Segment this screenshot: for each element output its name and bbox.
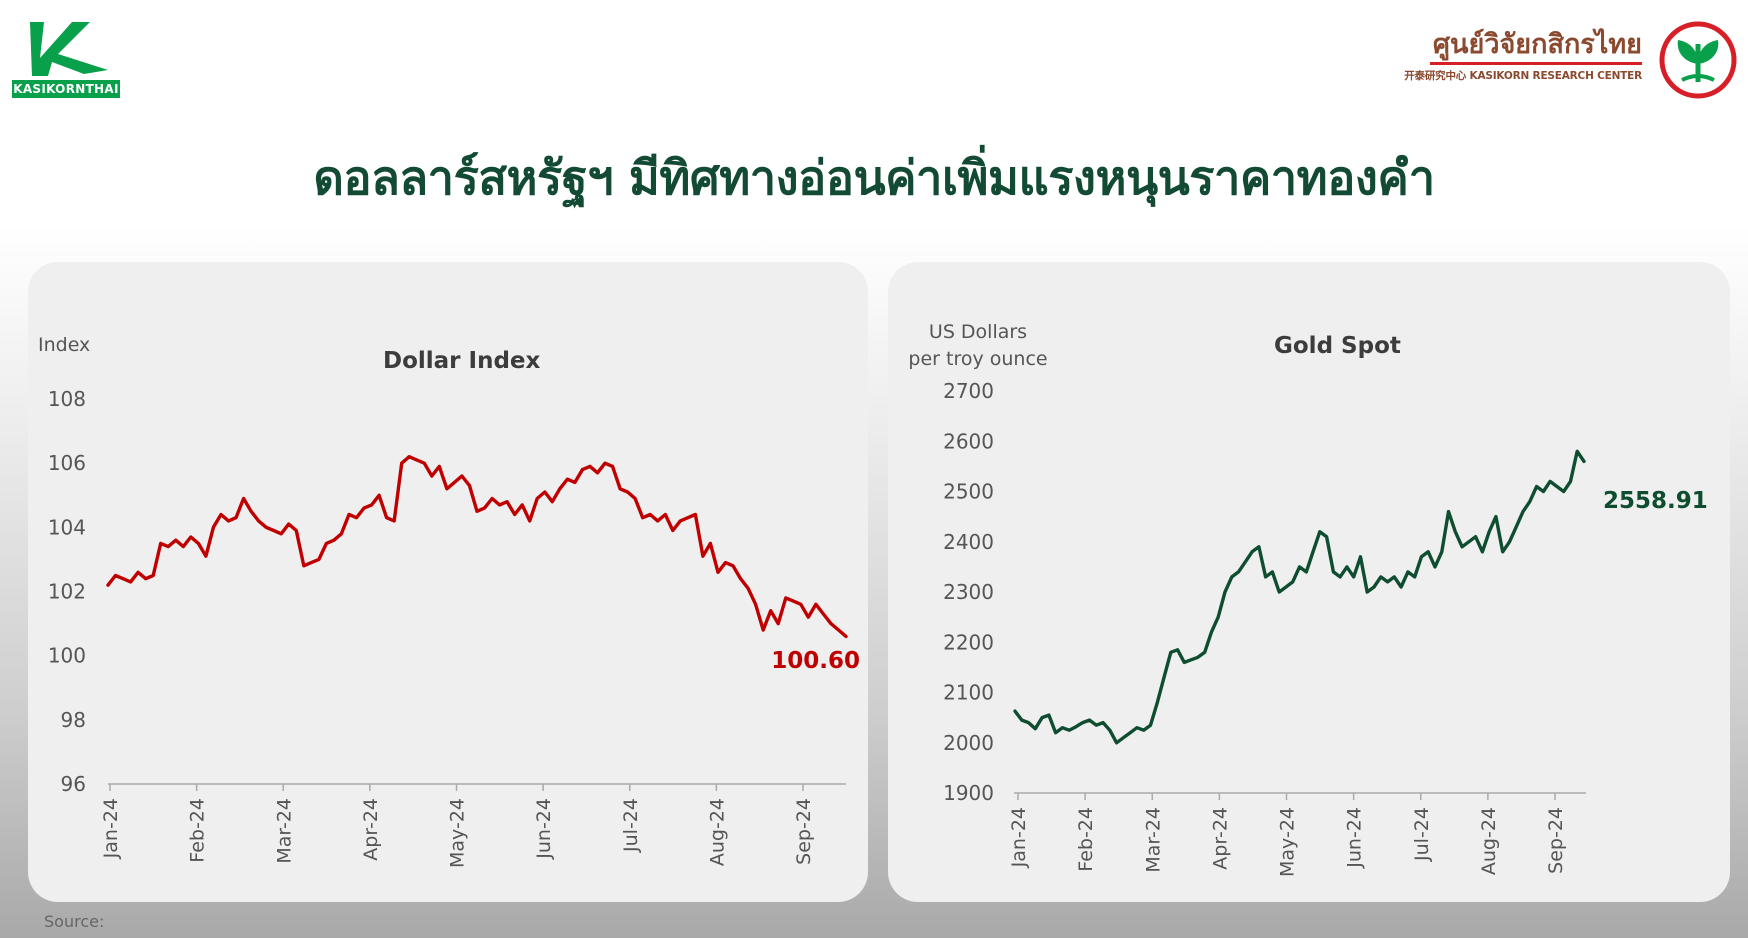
x-tick-label: Aug-24	[706, 798, 728, 866]
y-tick-label: 96	[61, 772, 86, 796]
kasikornthai-logo-icon	[30, 22, 108, 76]
y-tick-label: 2100	[943, 681, 994, 705]
x-tick-label: May-24	[1277, 807, 1299, 877]
gold-spot-panel: US Dollars per troy ounce Gold Spot 2700…	[888, 262, 1730, 902]
kbank-seal-icon	[1659, 21, 1737, 99]
gold-spot-chart: 2700 2600 2500 2400 2300 2200 2100 2000 1900 Jan-…	[943, 379, 1708, 877]
dollar-y-unit: Index	[38, 334, 91, 356]
x-tick-label: Jul-24	[1411, 807, 1433, 862]
logo-right-divider	[1430, 62, 1642, 65]
y-tick-label: 108	[48, 387, 86, 411]
x-tick-label: Jul-24	[620, 798, 642, 853]
x-tick-label: Jan-24	[100, 798, 122, 859]
last-value-label: 100.60	[771, 648, 860, 674]
x-tick-label: Aug-24	[1478, 807, 1500, 875]
y-tick-label: 2400	[943, 530, 994, 554]
gold-y-unit: US Dollars per troy ounce	[898, 319, 1058, 373]
y-tick-label: 104	[48, 515, 86, 539]
logo-right-en: 开泰研究中心 KASIKORN RESEARCH CENTER	[1404, 70, 1642, 82]
logo-right-thai: ศูนย์วิจัยกสิกรไทย	[1432, 29, 1642, 60]
y-tick-label: 2600	[943, 429, 994, 453]
logo-left-text: KASIKORNTHAI	[12, 80, 120, 98]
source-label: Source:	[44, 912, 105, 931]
kasikorn-research-logo: ศูนย์วิจัยกสิกรไทย 开泰研究中心 KASIKORN RESEA…	[1404, 18, 1738, 99]
x-tick-label: Jan-24	[1008, 807, 1030, 868]
dollar-index-panel: Index Dollar Index 108 106 104 102 100 98 96 Ja…	[28, 262, 868, 902]
gold-chart-title: Gold Spot	[1274, 333, 1401, 359]
y-tick-label: 2200	[943, 630, 994, 654]
y-tick-label: 2300	[943, 580, 994, 604]
series-line-0	[1013, 449, 1586, 745]
x-tick-label: Feb-24	[1075, 807, 1097, 872]
y-tick-label: 102	[48, 580, 86, 604]
y-tick-label: 106	[48, 451, 86, 475]
y-tick-label: 98	[61, 708, 86, 732]
x-tick-label: May-24	[447, 798, 469, 868]
series-line-0	[106, 454, 848, 639]
y-tick-label: 2700	[943, 379, 994, 403]
last-value-label: 2558.91	[1603, 488, 1708, 514]
x-tick-label: Mar-24	[273, 798, 295, 864]
page-title: ดอลลาร์สหรัฐฯ มีทิศทางอ่อนค่าเพิ่มแรงหนุ…	[313, 151, 1435, 206]
x-tick-label: Apr-24	[360, 798, 382, 861]
y-tick-label: 100	[48, 644, 86, 668]
kasikornthai-logo: KASIKORNTHAI	[10, 14, 122, 100]
gold-y-unit-line2: per troy ounce	[908, 348, 1048, 370]
x-tick-label: Feb-24	[187, 798, 209, 863]
y-tick-label: 1900	[943, 781, 994, 805]
dollar-chart-title: Dollar Index	[383, 348, 541, 374]
x-tick-label: Sep-24	[793, 798, 815, 865]
x-tick-label: Mar-24	[1142, 807, 1164, 873]
x-tick-label: Jun-24	[533, 798, 555, 860]
x-tick-label: Apr-24	[1209, 807, 1231, 870]
y-tick-label: 2500	[943, 480, 994, 504]
x-tick-label: Jun-24	[1344, 807, 1366, 869]
dollar-index-chart: 108 106 104 102 100 98 96 Jan-24 Feb-24 Mar-24 Apr…	[48, 387, 860, 868]
x-tick-label: Sep-24	[1545, 807, 1567, 874]
y-tick-label: 2000	[943, 731, 994, 755]
gold-y-unit-line1: US Dollars	[928, 321, 1028, 343]
